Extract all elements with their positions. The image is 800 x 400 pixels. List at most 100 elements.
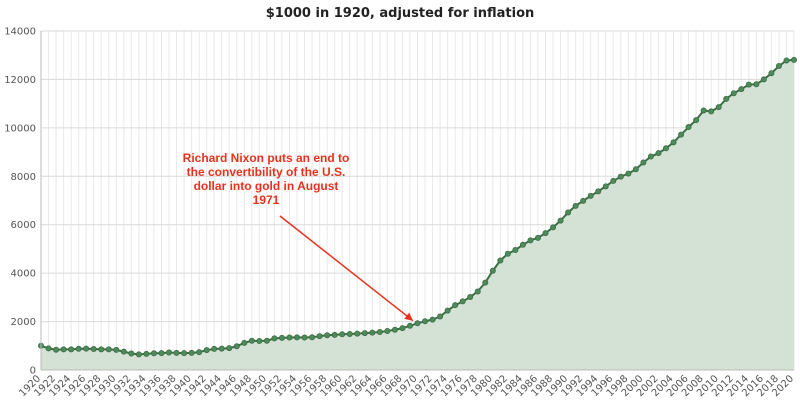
y-tick-label: 10000 [4, 123, 36, 134]
data-point [173, 349, 180, 356]
data-point [504, 250, 511, 257]
data-point [602, 183, 609, 190]
data-point [738, 86, 745, 93]
annotation: Richard Nixon puts an end to the converti… [183, 151, 414, 322]
data-point [655, 150, 662, 157]
data-point [263, 337, 270, 344]
data-point [444, 307, 451, 314]
data-point [512, 246, 519, 253]
data-point [346, 330, 353, 337]
series-area [41, 59, 794, 371]
data-point [339, 331, 346, 338]
data-point [595, 188, 602, 195]
y-tick-label: 2000 [11, 317, 36, 328]
data-point [45, 345, 52, 352]
data-point [391, 326, 398, 333]
y-tick-label: 6000 [11, 220, 36, 231]
data-point [188, 349, 195, 356]
data-point [572, 202, 579, 209]
data-point [452, 302, 459, 309]
annotation-line: the convertibility of the U.S. [187, 165, 346, 179]
annotation-line: Richard Nixon puts an end to [183, 151, 350, 165]
data-point [286, 334, 293, 341]
data-point [361, 330, 368, 337]
data-point [753, 81, 760, 88]
data-point [98, 346, 105, 353]
y-tick-label: 4000 [11, 269, 36, 280]
data-point [497, 257, 504, 264]
data-point [474, 288, 481, 295]
y-tick-label: 0 [30, 366, 36, 377]
data-point [489, 267, 496, 274]
data-point [527, 237, 534, 244]
data-point [271, 335, 278, 342]
data-point [309, 334, 316, 341]
data-point [369, 329, 376, 336]
data-point [384, 327, 391, 334]
data-point [610, 177, 617, 184]
data-point [565, 209, 572, 216]
data-point [181, 350, 188, 357]
data-point [354, 330, 361, 337]
annotation-text: Richard Nixon puts an end to the converti… [183, 151, 350, 207]
data-point [203, 347, 210, 354]
data-point [120, 348, 127, 355]
annotation-line: 1971 [253, 193, 280, 207]
data-point [233, 343, 240, 350]
data-point [708, 108, 715, 115]
data-point [467, 293, 474, 300]
data-point [768, 70, 775, 77]
data-point [422, 318, 429, 325]
data-point [158, 350, 165, 357]
data-point [256, 338, 263, 345]
data-point [248, 337, 255, 344]
data-point [60, 346, 67, 353]
data-point [791, 56, 798, 63]
data-point [678, 131, 685, 138]
data-point [587, 192, 594, 199]
data-point [75, 345, 82, 352]
data-point [557, 217, 564, 224]
data-point [324, 332, 331, 339]
data-point [640, 159, 647, 166]
data-point [105, 346, 112, 353]
data-point [278, 334, 285, 341]
data-point [437, 313, 444, 320]
data-point [143, 350, 150, 357]
data-point [301, 334, 308, 341]
data-point [534, 234, 541, 241]
markers [38, 56, 798, 358]
data-point [196, 349, 203, 356]
y-tick-label: 12000 [4, 75, 36, 86]
annotation-arrowhead [404, 312, 413, 321]
data-point [150, 350, 157, 357]
data-point [399, 325, 406, 332]
data-point [519, 241, 526, 248]
annotation-line: dollar into gold in August [194, 179, 339, 193]
data-point [211, 345, 218, 352]
data-point [331, 331, 338, 338]
data-point [632, 166, 639, 173]
y-tick-label: 14000 [4, 27, 36, 38]
data-point [700, 107, 707, 114]
data-point [166, 349, 173, 356]
data-point [241, 339, 248, 346]
data-point [53, 346, 60, 353]
data-point [730, 90, 737, 97]
data-point [406, 322, 413, 329]
data-point [68, 346, 75, 353]
data-point [647, 153, 654, 160]
data-point [685, 124, 692, 131]
data-point [226, 345, 233, 352]
data-point [723, 95, 730, 102]
data-point [775, 62, 782, 69]
data-point [693, 117, 700, 124]
data-point [218, 345, 225, 352]
data-point [294, 334, 301, 341]
data-point [783, 57, 790, 64]
data-point [135, 351, 142, 358]
data-point [376, 329, 383, 336]
data-point [542, 230, 549, 237]
data-point [580, 197, 587, 204]
